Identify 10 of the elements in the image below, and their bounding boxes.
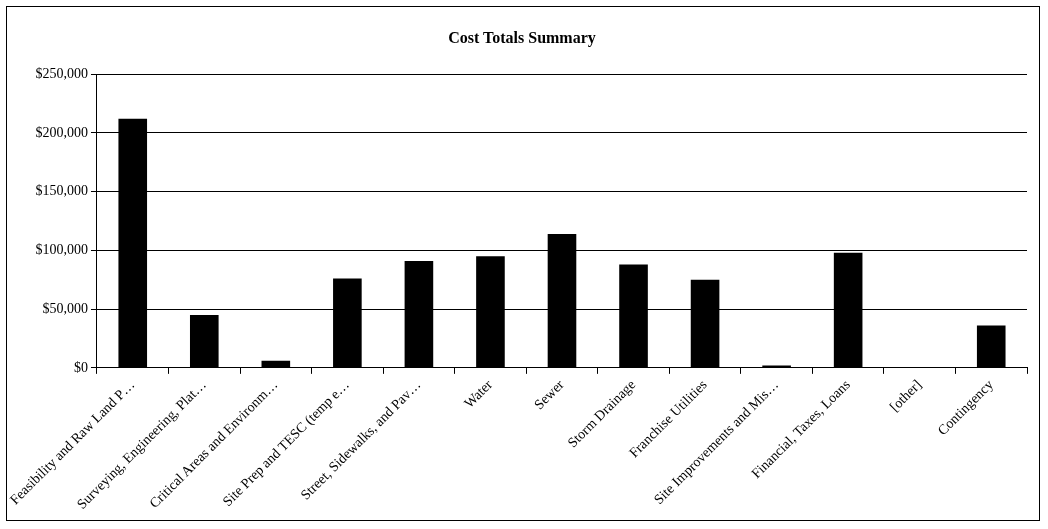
bar	[261, 360, 291, 368]
y-tick-label: $0	[73, 359, 88, 375]
bar	[189, 314, 219, 368]
y-tick-label: $150,000	[35, 183, 88, 199]
bar	[976, 325, 1006, 368]
y-tick-label: $100,000	[35, 242, 88, 258]
chart-title: Cost Totals Summary	[448, 28, 596, 47]
y-tick-label: $250,000	[35, 65, 88, 81]
y-tick-label: $200,000	[35, 124, 88, 140]
y-tick-label: $50,000	[42, 300, 88, 316]
